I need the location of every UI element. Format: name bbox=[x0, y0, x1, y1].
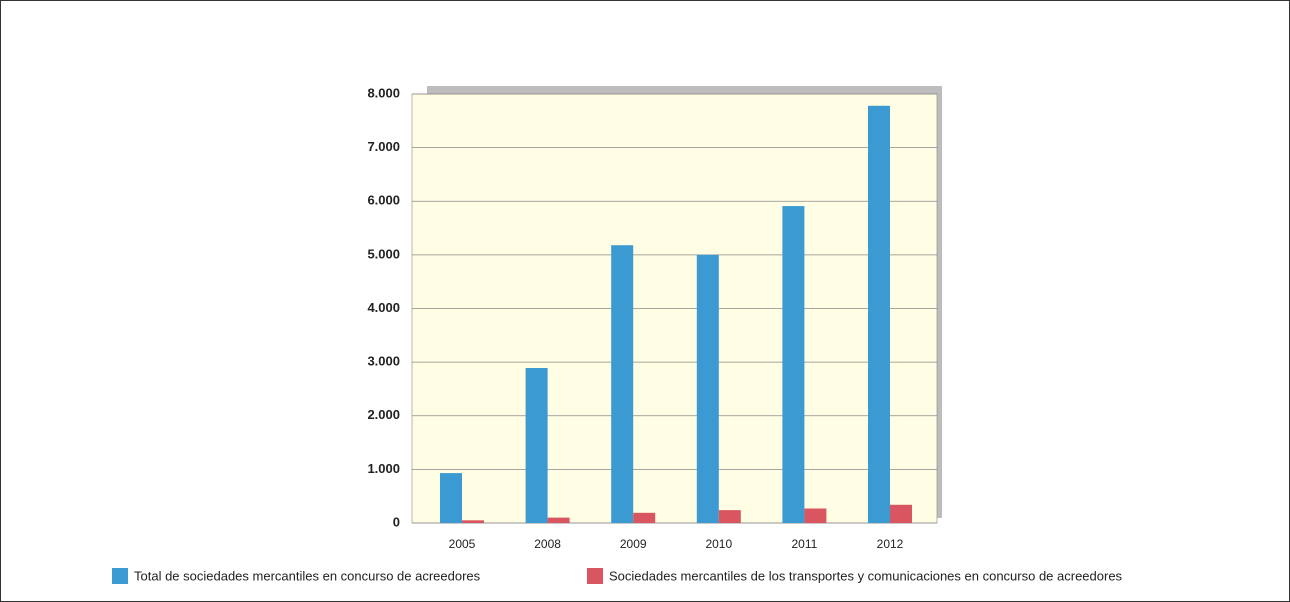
y-tick-label: 4.000 bbox=[367, 300, 400, 315]
bar bbox=[440, 473, 462, 523]
x-tick-label: 2011 bbox=[791, 537, 817, 551]
y-tick-label: 2.000 bbox=[367, 407, 400, 422]
bar bbox=[525, 368, 548, 523]
bar bbox=[890, 504, 912, 523]
bar bbox=[547, 517, 570, 523]
y-tick-label: 3.000 bbox=[367, 354, 400, 369]
x-tick-label: 2005 bbox=[449, 537, 476, 551]
x-tick-label: 2008 bbox=[534, 537, 561, 551]
bar bbox=[696, 254, 719, 523]
bar bbox=[611, 245, 634, 523]
bar bbox=[804, 508, 827, 523]
x-tick-label: 2010 bbox=[705, 537, 732, 551]
legend-swatch bbox=[587, 568, 603, 584]
bar bbox=[462, 520, 484, 523]
legend-swatch bbox=[112, 568, 128, 584]
y-tick-label: 0 bbox=[393, 514, 400, 529]
y-tick-label: 1.000 bbox=[367, 461, 400, 476]
y-tick-label: 5.000 bbox=[367, 246, 400, 261]
legend-label: Sociedades mercantiles de los transporte… bbox=[609, 568, 1123, 583]
y-tick-label: 8.000 bbox=[367, 85, 400, 100]
y-tick-label: 6.000 bbox=[367, 193, 400, 208]
bar bbox=[633, 512, 656, 523]
bar bbox=[868, 105, 890, 524]
bar bbox=[718, 510, 741, 523]
y-tick-label: 7.000 bbox=[367, 139, 400, 154]
bar bbox=[782, 206, 805, 524]
legend-label: Total de sociedades mercantiles en concu… bbox=[134, 568, 481, 583]
x-tick-label: 2009 bbox=[620, 537, 647, 551]
x-tick-label: 2012 bbox=[877, 537, 904, 551]
